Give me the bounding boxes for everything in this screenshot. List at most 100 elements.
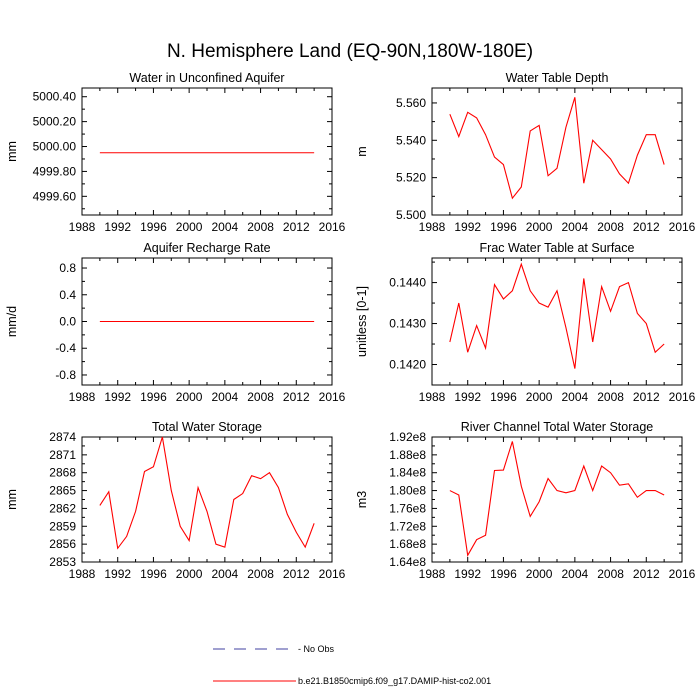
panel-title: Frac Water Table at Surface <box>480 241 635 255</box>
y-tick-label: 2859 <box>49 519 76 533</box>
chart-panel: Total Water Storage mm 1988 1992 1996 2000 200… <box>5 420 346 581</box>
y-axis-label: mm/d <box>5 306 19 337</box>
panel-title: Water Table Depth <box>506 71 609 85</box>
x-tick-label: 2012 <box>283 220 310 234</box>
y-tick-label: 1.76e8 <box>389 501 426 515</box>
x-tick-label: 1988 <box>419 390 446 404</box>
x-tick-label: 1996 <box>140 567 167 581</box>
y-tick-label: 5.520 <box>396 171 426 185</box>
x-tick-label: 1992 <box>104 220 131 234</box>
x-tick-label: 2012 <box>633 567 660 581</box>
y-axis-label: m <box>355 146 369 156</box>
chart-panel: Aquifer Recharge Rate mm/d 1988 1992 1996 200… <box>5 241 346 404</box>
chart-panel: Water in Unconfined Aquifer mm 1988 1992 199… <box>5 71 346 234</box>
y-tick-label: 0.4 <box>59 288 76 302</box>
x-tick-label: 2012 <box>633 390 660 404</box>
y-tick-label: 1.68e8 <box>389 537 426 551</box>
x-tick-label: 1996 <box>140 390 167 404</box>
y-axis-label: m3 <box>355 491 369 508</box>
plot-frame <box>431 87 683 216</box>
x-tick-label: 1996 <box>140 220 167 234</box>
legend-entry: - No Obs <box>213 644 335 654</box>
x-tick-label: 2012 <box>633 220 660 234</box>
legend-label: b.e21.B1850cmip6.f09_g17.DAMIP-hist-co2.… <box>298 676 491 686</box>
y-tick-label: 5000.40 <box>33 90 77 104</box>
x-tick-label: 2016 <box>319 390 346 404</box>
y-tick-label: 0.1430 <box>389 317 426 331</box>
x-tick-label: 2000 <box>526 567 553 581</box>
panel-title: Aquifer Recharge Rate <box>143 241 270 255</box>
plot-frame <box>81 436 333 563</box>
y-tick-label: 5000.00 <box>33 140 77 154</box>
x-tick-label: 2008 <box>597 220 624 234</box>
x-tick-label: 2000 <box>176 220 203 234</box>
x-tick-label: 2016 <box>669 390 696 404</box>
figure-title: N. Hemisphere Land (EQ-90N,180W-180E) <box>167 41 533 62</box>
y-tick-label: 0.1420 <box>389 358 426 372</box>
x-tick-label: 1992 <box>104 567 131 581</box>
panel-title: River Channel Total Water Storage <box>461 420 654 434</box>
x-tick-label: 2004 <box>212 220 239 234</box>
x-tick-label: 2008 <box>247 220 274 234</box>
y-tick-label: 0.8 <box>59 261 76 275</box>
chart-panel: Water Table Depth m 1988 1992 1996 2000 2004 20… <box>355 71 696 234</box>
y-tick-label: 1.84e8 <box>389 466 426 480</box>
x-tick-label: 2008 <box>597 567 624 581</box>
x-tick-label: 2000 <box>526 390 553 404</box>
y-tick-label: 2862 <box>49 501 76 515</box>
y-tick-label: 2868 <box>49 466 76 480</box>
x-tick-label: 1988 <box>419 220 446 234</box>
x-tick-label: 2008 <box>597 390 624 404</box>
y-tick-label: 2856 <box>49 537 76 551</box>
x-tick-label: 1988 <box>69 567 96 581</box>
x-tick-label: 2016 <box>669 220 696 234</box>
y-tick-label: 5000.20 <box>33 115 77 129</box>
x-tick-label: 2004 <box>562 220 589 234</box>
x-tick-label: 2000 <box>176 567 203 581</box>
x-tick-label: 2004 <box>212 567 239 581</box>
y-tick-label: 4999.60 <box>33 189 77 203</box>
x-tick-label: 1988 <box>419 567 446 581</box>
x-tick-label: 2016 <box>319 220 346 234</box>
y-tick-label: 2853 <box>49 555 76 569</box>
plot-frame <box>431 436 683 563</box>
y-axis-label: unitless [0-1] <box>355 286 369 357</box>
chart-panel: Frac Water Table at Surface unitless [0-1… <box>355 241 696 404</box>
y-tick-label: -0.8 <box>55 368 76 382</box>
series-line <box>99 436 315 550</box>
x-tick-label: 2016 <box>319 567 346 581</box>
y-tick-label: 2874 <box>49 430 76 444</box>
x-tick-label: 1992 <box>454 567 481 581</box>
x-tick-label: 1996 <box>490 220 517 234</box>
y-tick-label: 5.560 <box>396 96 426 110</box>
y-tick-label: 4999.80 <box>33 164 77 178</box>
plot-frame <box>81 87 333 216</box>
legend-label: - No Obs <box>298 644 335 654</box>
y-tick-label: 0.0 <box>59 315 76 329</box>
x-tick-label: 2012 <box>283 567 310 581</box>
x-tick-label: 1996 <box>490 390 517 404</box>
x-tick-label: 2008 <box>247 390 274 404</box>
x-tick-label: 2004 <box>562 390 589 404</box>
y-tick-label: 1.64e8 <box>389 555 426 569</box>
y-tick-label: -0.4 <box>55 341 76 355</box>
y-tick-label: 5.500 <box>396 208 426 222</box>
series-line <box>449 97 665 200</box>
y-axis-label: mm <box>5 489 19 510</box>
legend-entry: b.e21.B1850cmip6.f09_g17.DAMIP-hist-co2.… <box>213 676 491 686</box>
y-axis-label: mm <box>5 141 19 162</box>
x-tick-label: 1996 <box>490 567 517 581</box>
x-tick-label: 2008 <box>247 567 274 581</box>
x-tick-label: 2012 <box>283 390 310 404</box>
y-tick-label: 1.92e8 <box>389 430 426 444</box>
y-tick-label: 2871 <box>49 448 76 462</box>
y-tick-label: 0.1440 <box>389 276 426 290</box>
y-tick-label: 1.88e8 <box>389 448 426 462</box>
x-tick-label: 2016 <box>669 567 696 581</box>
panel-title: Water in Unconfined Aquifer <box>129 71 284 85</box>
y-tick-label: 2865 <box>49 484 76 498</box>
x-tick-label: 2004 <box>212 390 239 404</box>
series-line <box>449 441 665 557</box>
